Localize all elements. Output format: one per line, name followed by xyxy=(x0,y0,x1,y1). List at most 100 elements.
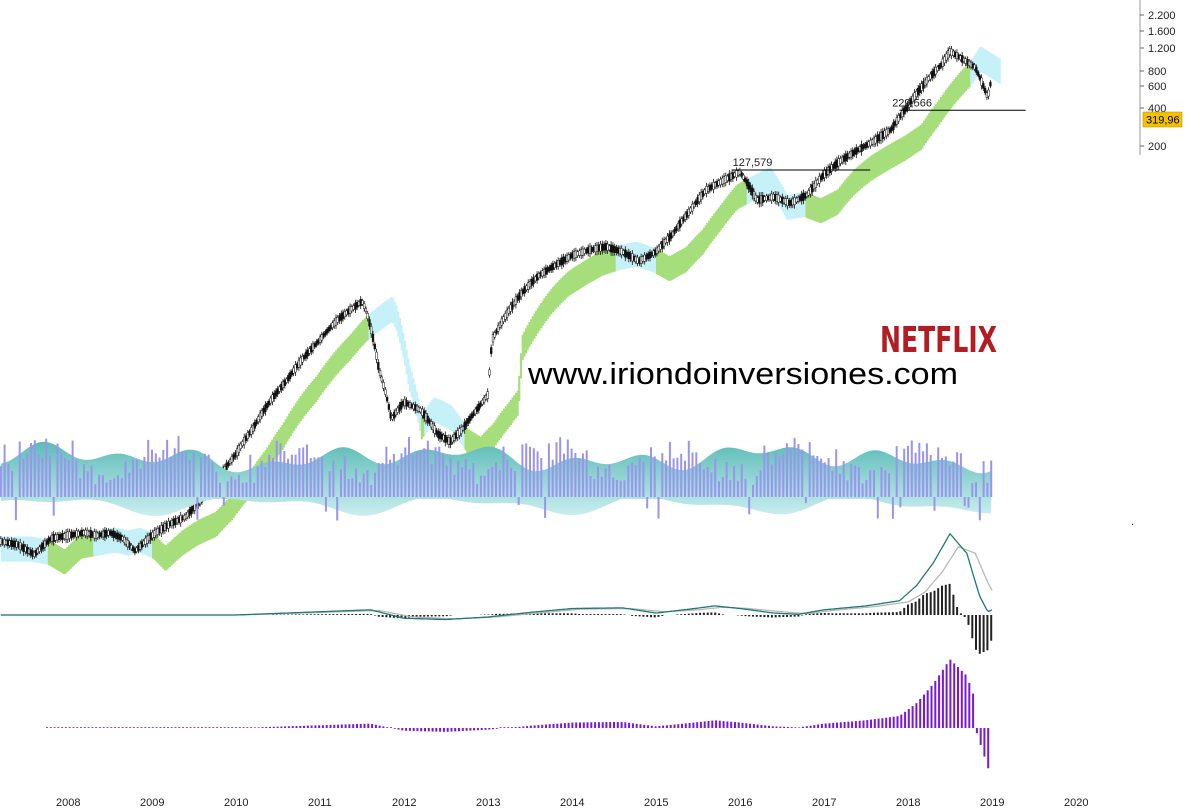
macd-histogram-bar xyxy=(377,615,380,617)
cloud-segment xyxy=(561,276,564,302)
cloud-segment xyxy=(415,391,418,417)
cloud-segment xyxy=(34,537,37,563)
oscillator-bar xyxy=(264,467,267,497)
oscillator-bar xyxy=(98,474,101,497)
macd-histogram-bar xyxy=(306,614,308,615)
cloud-segment xyxy=(178,532,181,558)
cloud-segment xyxy=(278,429,281,455)
oscillator-bar xyxy=(517,497,520,505)
oscillator-bar xyxy=(797,444,800,497)
macd-histogram-bar xyxy=(559,613,562,615)
candle-body xyxy=(527,282,530,290)
cloud-segment xyxy=(466,427,469,453)
cloud-segment xyxy=(872,154,875,180)
cloud-segment xyxy=(849,174,852,200)
cloud-segment xyxy=(57,546,60,572)
oscillator-bar xyxy=(540,458,543,497)
cloud-segment xyxy=(187,526,190,552)
oscillator-bar xyxy=(249,454,252,497)
oscillator-bar xyxy=(865,479,868,497)
histogram-bar xyxy=(870,719,872,728)
histogram-bar xyxy=(306,725,309,728)
candle-body xyxy=(744,177,747,182)
oscillator-bar xyxy=(234,479,237,497)
cloud-segment xyxy=(420,414,423,440)
website-watermark: www.iriondoinversiones.com xyxy=(527,356,958,391)
price-candles xyxy=(0,46,992,560)
cloud-segment xyxy=(499,413,502,439)
histogram-bar xyxy=(529,725,532,728)
histogram-bar xyxy=(628,722,631,728)
oscillator-bar xyxy=(139,468,142,497)
cloud-segment xyxy=(874,152,877,178)
oscillator-bar xyxy=(880,467,883,497)
cloud-segment xyxy=(494,420,497,446)
candle-body xyxy=(528,281,532,288)
histogram-bar xyxy=(873,719,876,728)
oscillator-bar xyxy=(589,476,592,497)
oscillator-bar xyxy=(823,462,826,497)
cloud-segment xyxy=(701,229,704,255)
cloud-segment xyxy=(946,87,949,113)
oscillator-bar xyxy=(668,441,671,497)
oscillator-bar xyxy=(744,478,747,497)
candle-body xyxy=(724,175,727,183)
histogram-bar xyxy=(303,725,305,728)
histogram-bar xyxy=(949,659,952,728)
cloud-segment xyxy=(824,196,827,222)
histogram-bar xyxy=(227,727,230,728)
candle-body xyxy=(585,248,588,253)
candle-body xyxy=(611,245,615,253)
macd-histogram-bar xyxy=(782,615,785,617)
oscillator-bar xyxy=(241,482,244,497)
cloud-segment xyxy=(481,435,484,461)
oscillator-bar xyxy=(408,437,410,497)
cloud-segment xyxy=(639,243,642,269)
histogram-bar xyxy=(768,725,770,728)
oscillator-bar xyxy=(113,478,116,497)
cloud-segment xyxy=(877,150,880,176)
histogram-bar xyxy=(314,725,317,728)
cloud-segment xyxy=(563,275,566,301)
cloud-segment xyxy=(504,406,507,432)
cloud-segment xyxy=(728,193,731,219)
histogram-bar xyxy=(480,728,483,730)
macd-histogram-bar xyxy=(744,615,747,617)
oscillator-bar xyxy=(748,497,751,515)
candle-body xyxy=(512,300,516,306)
candle-body xyxy=(100,532,103,537)
cloud-segment xyxy=(765,169,768,195)
macd-histogram-bar xyxy=(566,613,569,615)
candle-body xyxy=(19,542,22,551)
histogram-bar xyxy=(858,720,861,728)
cloud-segment xyxy=(541,300,544,326)
histogram-bar xyxy=(492,728,494,730)
candle-body xyxy=(592,246,595,252)
candle-body xyxy=(91,532,94,537)
candle-body xyxy=(779,197,782,202)
candle-body xyxy=(43,540,47,548)
candle-body xyxy=(565,255,569,262)
oscillator-bar xyxy=(101,475,104,497)
cloud-segment xyxy=(676,251,679,277)
cloud-segment xyxy=(52,543,55,569)
oscillator-bar xyxy=(907,445,909,497)
cloud-segment xyxy=(454,410,457,436)
cloud-segment xyxy=(842,182,845,208)
cloud-segment xyxy=(283,422,286,448)
candle-body xyxy=(306,349,309,357)
cloud-segment xyxy=(71,542,74,568)
cloud-segment xyxy=(323,365,326,391)
candle-body xyxy=(258,412,262,420)
cloud-segment xyxy=(486,429,489,455)
oscillator-bar xyxy=(461,467,463,497)
histogram-bar xyxy=(722,721,725,728)
candle-body xyxy=(276,388,279,395)
cloud-segment xyxy=(321,367,324,393)
cloud-segment xyxy=(993,55,996,81)
oscillator-bar xyxy=(154,453,157,497)
macd-histogram-bar xyxy=(888,612,891,615)
histogram-bar xyxy=(499,727,502,728)
cloud-segment xyxy=(887,144,890,170)
macd-histogram-bar xyxy=(763,615,766,618)
